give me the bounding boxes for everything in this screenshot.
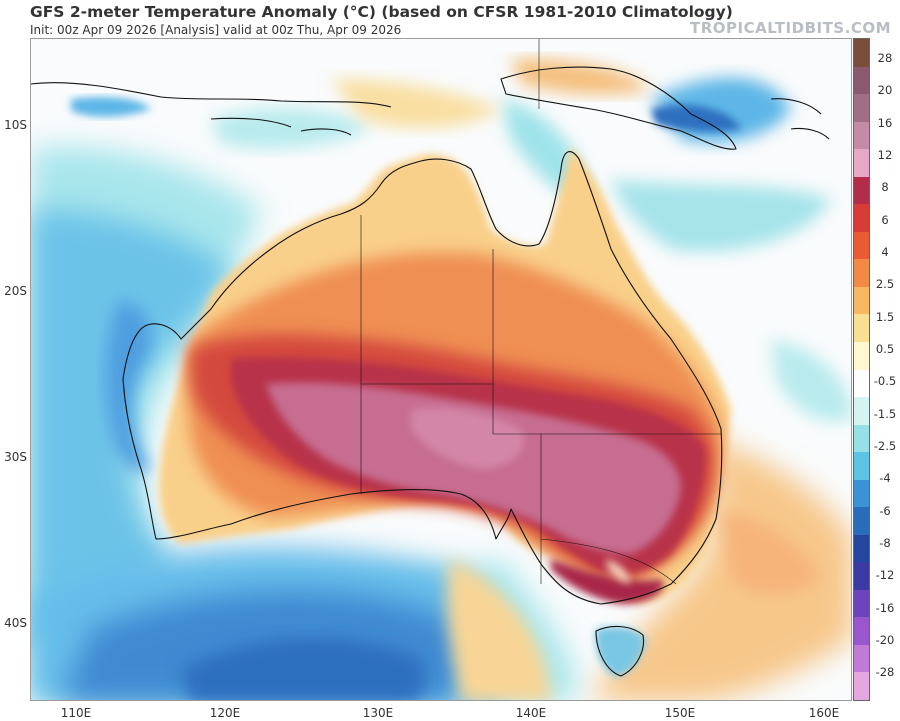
colorbar-tick-label: 6 — [881, 212, 889, 227]
map-title: GFS 2-meter Temperature Anomaly (°C) (ba… — [30, 3, 733, 21]
new-guinea-coastline — [500, 66, 737, 150]
coastlines — [31, 39, 830, 677]
colorbar-tick-label: -1.5 — [873, 406, 897, 421]
colorbar-tick-label: 28 — [877, 51, 893, 65]
cool-anomaly-field — [31, 77, 851, 700]
australia-anomaly — [159, 147, 731, 677]
colorbar-segment — [854, 424, 869, 453]
colorbar-segment — [854, 562, 869, 591]
warm-ocean-field — [331, 58, 851, 700]
colorbar-tick-label: 16 — [877, 115, 893, 130]
colorbar-segment — [854, 231, 869, 260]
colorbar-segment — [854, 397, 869, 426]
anomaly-map — [30, 38, 852, 701]
state-border-nsw-vic — [540, 538, 677, 585]
colorbar-segment — [854, 589, 869, 618]
colorbar-segment — [854, 369, 869, 398]
colorbar-segment — [854, 341, 869, 370]
lon-label: 110E — [60, 706, 92, 720]
colorbar-segment — [854, 617, 869, 646]
colorbar-tick-label: 4 — [881, 245, 889, 260]
colorbar-segment — [854, 452, 869, 481]
lon-label: 120E — [209, 706, 241, 720]
colorbar-tick-label: 2.5 — [875, 277, 895, 292]
colorbar-tick-label: -28 — [875, 665, 895, 680]
colorbar — [853, 38, 870, 701]
lat-label: 20S — [4, 284, 27, 298]
colorbar-tick-label: 20 — [877, 83, 893, 98]
colorbar-tick-label: 1.5 — [875, 309, 895, 324]
lon-label: 140E — [515, 706, 547, 720]
colorbar-tick-label: -0.5 — [873, 374, 897, 389]
solomon-coastline — [770, 98, 830, 140]
colorbar-segment — [854, 672, 869, 701]
indonesia-coastline — [31, 82, 392, 136]
colorbar-tick-label: -20 — [875, 633, 895, 648]
colorbar-segment — [854, 479, 869, 508]
map-canvas — [31, 39, 851, 700]
colorbar-tick-label: -2.5 — [873, 439, 897, 454]
colorbar-segment — [854, 66, 869, 95]
colorbar-tick-label: 0.5 — [875, 342, 895, 357]
lon-label: 160E — [808, 706, 840, 720]
lat-label: 10S — [4, 118, 27, 132]
colorbar-segment — [854, 644, 869, 673]
colorbar-tick-label: -8 — [879, 536, 891, 551]
colorbar-segment — [854, 149, 869, 178]
colorbar-segment — [854, 534, 869, 563]
colorbar-tick-label: -16 — [875, 600, 895, 615]
colorbar-segment — [854, 507, 869, 536]
colorbar-segment — [854, 286, 869, 315]
lat-label: 30S — [4, 450, 27, 464]
colorbar-segment — [854, 94, 869, 123]
colorbar-tick-label: -4 — [879, 471, 891, 486]
site-watermark: TROPICALTIDBITS.COM — [690, 19, 891, 37]
colorbar-segment — [854, 259, 869, 288]
colorbar-segment — [854, 176, 869, 205]
australia-coastline — [122, 151, 723, 605]
colorbar-segment — [854, 121, 869, 150]
colorbar-tick-label: -12 — [875, 568, 895, 583]
lon-label: 150E — [664, 706, 696, 720]
init-valid-time: Init: 00z Apr 09 2026 [Analysis] valid a… — [30, 23, 402, 37]
colorbar-segment — [854, 39, 869, 68]
colorbar-segment — [854, 204, 869, 233]
tasmania-coastline — [595, 626, 645, 677]
colorbar-tick-label: 8 — [881, 180, 889, 195]
colorbar-tick-label: 12 — [877, 148, 893, 163]
lat-label: 40S — [4, 616, 27, 630]
lon-label: 130E — [362, 706, 394, 720]
colorbar-tick-label: -6 — [879, 503, 891, 518]
colorbar-segment — [854, 314, 869, 343]
state-border-nt-sa — [361, 249, 542, 584]
